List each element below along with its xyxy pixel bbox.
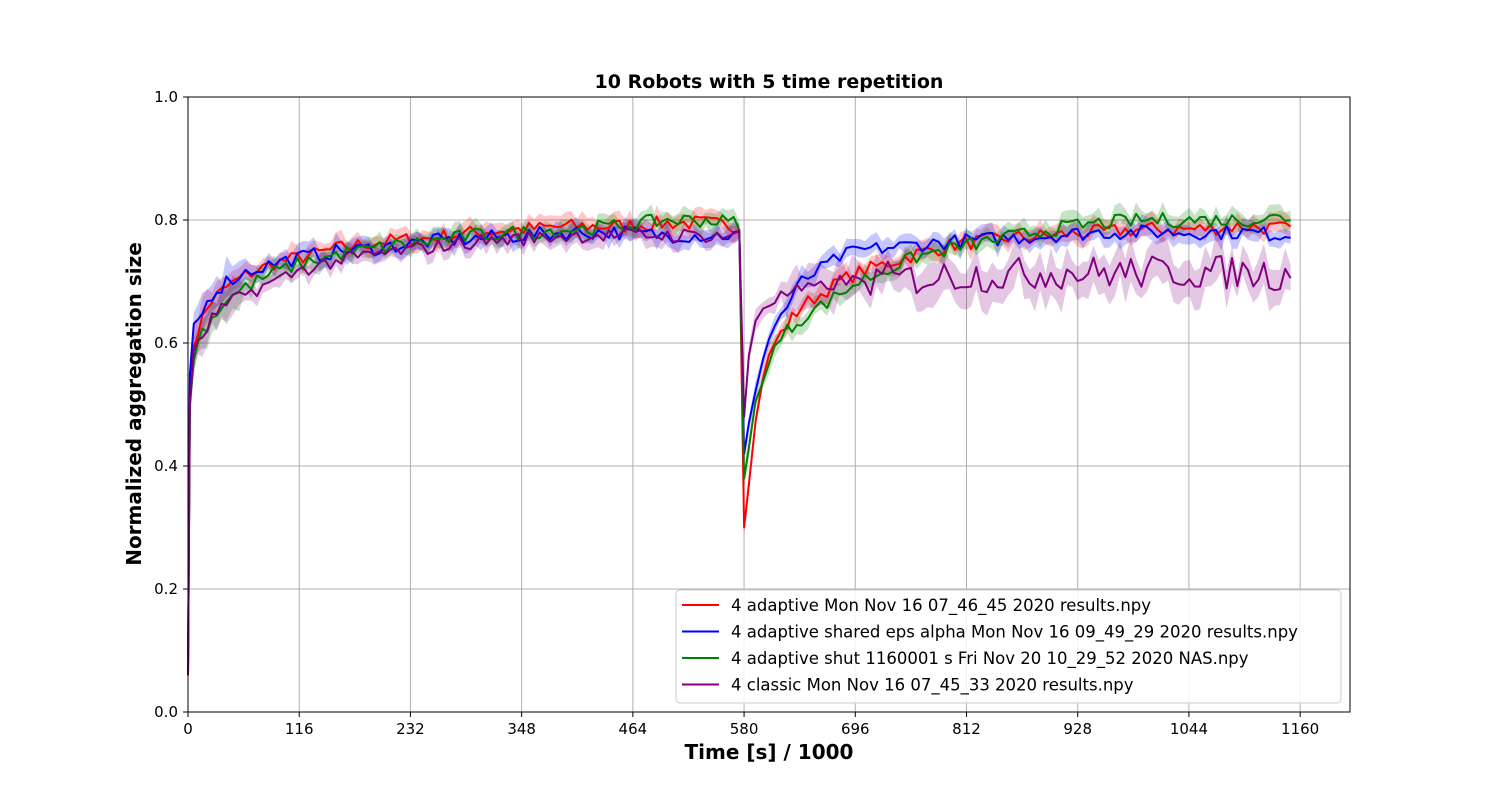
band-classic	[188, 219, 1291, 685]
y-tick-label: 1.0	[154, 88, 178, 106]
x-tick-label: 928	[1063, 720, 1092, 738]
legend-box	[675, 589, 1342, 704]
axis-ticks: 0 116 232 348 464 580 696 812 928 1044 1160 0.0 0.2 0…	[154, 88, 1319, 738]
x-tick-label: 1160	[1281, 720, 1319, 738]
y-tick-label: 0.2	[154, 580, 178, 598]
x-axis-title: Time [s] / 1000	[685, 740, 854, 764]
x-tick-label: 812	[952, 720, 981, 738]
legend-label-adaptive: 4 adaptive Mon Nov 16 07_46_45 2020 resu…	[731, 596, 1151, 616]
chart-title: 10 Robots with 5 time repetition	[595, 71, 944, 93]
x-tick-label: 696	[841, 720, 870, 738]
x-tick-label: 1044	[1170, 720, 1208, 738]
legend-label-adaptive-shared: 4 adaptive shared eps alpha Mon Nov 16 0…	[731, 623, 1298, 643]
plot-frame	[187, 96, 1351, 713]
x-tick-label: 580	[730, 720, 759, 738]
x-tick-label: 232	[396, 720, 425, 738]
y-tick-label: 0.6	[154, 334, 178, 352]
legend-label-classic: 4 classic Mon Nov 16 07_45_33 2020 resul…	[731, 676, 1134, 696]
x-tick-label: 0	[183, 720, 193, 738]
x-tick-label: 464	[619, 720, 648, 738]
y-tick-label: 0.8	[154, 211, 178, 229]
legend-label-adaptive-shut: 4 adaptive shut 1160001 s Fri Nov 20 10_…	[731, 649, 1249, 669]
x-tick-label: 348	[507, 720, 536, 738]
y-tick-label: 0.0	[154, 703, 178, 721]
legend: 4 adaptive Mon Nov 16 07_46_45 2020 resu…	[675, 589, 1342, 704]
series-lines	[187, 212, 1292, 676]
x-tick-label: 116	[285, 720, 314, 738]
series-line-adaptive-shut	[187, 212, 1291, 676]
y-tick-label: 0.4	[154, 457, 178, 475]
series-line-classic	[187, 227, 1292, 676]
y-axis-title: Normalized aggregation size	[122, 242, 146, 566]
